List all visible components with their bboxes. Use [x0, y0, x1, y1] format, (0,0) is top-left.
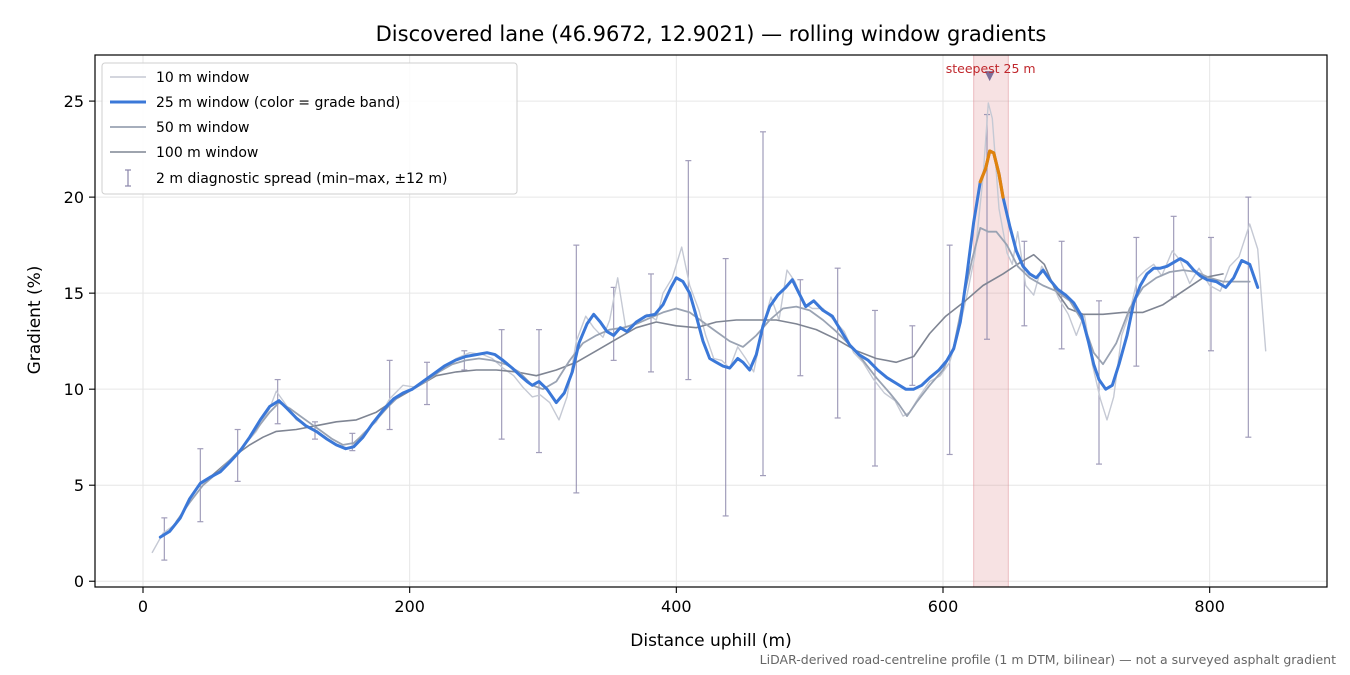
legend-label-25m: 25 m window (color = grade band)	[156, 95, 400, 111]
legend-box	[101, 62, 518, 195]
y-tick-label: 5	[74, 476, 84, 495]
series-line-w100	[208, 253, 1224, 479]
spread-bar	[498, 329, 505, 440]
chart-title: Discovered lane (46.9672, 12.9021) — rol…	[376, 22, 1047, 46]
gradient-series	[151, 102, 1267, 554]
spread-bar	[722, 257, 729, 517]
y-axis-label: Gradient (%)	[25, 266, 45, 375]
spread-bar	[834, 267, 841, 419]
legend-label-50m: 50 m window	[156, 120, 249, 136]
x-axis-label: Distance uphill (m)	[630, 631, 791, 651]
y-tick-label: 20	[64, 188, 84, 207]
spread-bar	[386, 359, 393, 431]
steepest-section-band	[973, 54, 1009, 588]
series-line-w25	[158, 149, 1260, 539]
legend-label-10m: 10 m window	[156, 70, 249, 86]
y-tick-label: 25	[64, 92, 84, 111]
y-tick-label: 15	[64, 284, 84, 303]
spread-bar	[1096, 300, 1102, 465]
y-tick-label: 0	[74, 572, 84, 591]
spread-bar	[161, 517, 168, 561]
steepest-annotation: steepest 25 m	[946, 61, 1036, 76]
plot-frame	[94, 54, 1328, 588]
spread-bar	[1245, 196, 1252, 438]
legend: 10 m window 25 m window (color = grade b…	[101, 62, 518, 195]
spread-bar	[1133, 236, 1140, 367]
x-tick-label: 600	[928, 597, 959, 616]
spread-bar	[1021, 240, 1028, 327]
spread-bar	[573, 244, 580, 494]
legend-label-100m: 100 m window	[156, 145, 258, 161]
spread-bar	[872, 309, 878, 467]
legend-label-spread: 2 m diagnostic spread (min–max, ±12 m)	[156, 171, 447, 187]
spread-bar	[424, 361, 430, 406]
spread-bar	[1208, 236, 1214, 352]
spread-bar	[1170, 215, 1177, 298]
spread-bar	[536, 329, 542, 454]
series-line-w50	[175, 227, 1251, 523]
peak-marker-icon	[984, 71, 995, 82]
x-tick-label: 800	[1194, 597, 1225, 616]
x-tick-label: 200	[394, 597, 425, 616]
series-line-w25-steep	[978, 149, 1005, 199]
spread-bar	[685, 160, 692, 381]
spread-bar	[946, 244, 953, 456]
legend-swatch-spread	[125, 169, 131, 187]
axis-ticks: 0 200 400 600 800 0 5 10 15 20 25	[64, 92, 1225, 616]
x-tick-label: 400	[661, 597, 692, 616]
y-tick-label: 10	[64, 380, 84, 399]
x-tick-label: 0	[138, 597, 148, 616]
footnote: LiDAR-derived road-centreline profile (1…	[760, 652, 1336, 667]
spread-bar	[909, 325, 916, 386]
spread-bar	[760, 131, 766, 477]
